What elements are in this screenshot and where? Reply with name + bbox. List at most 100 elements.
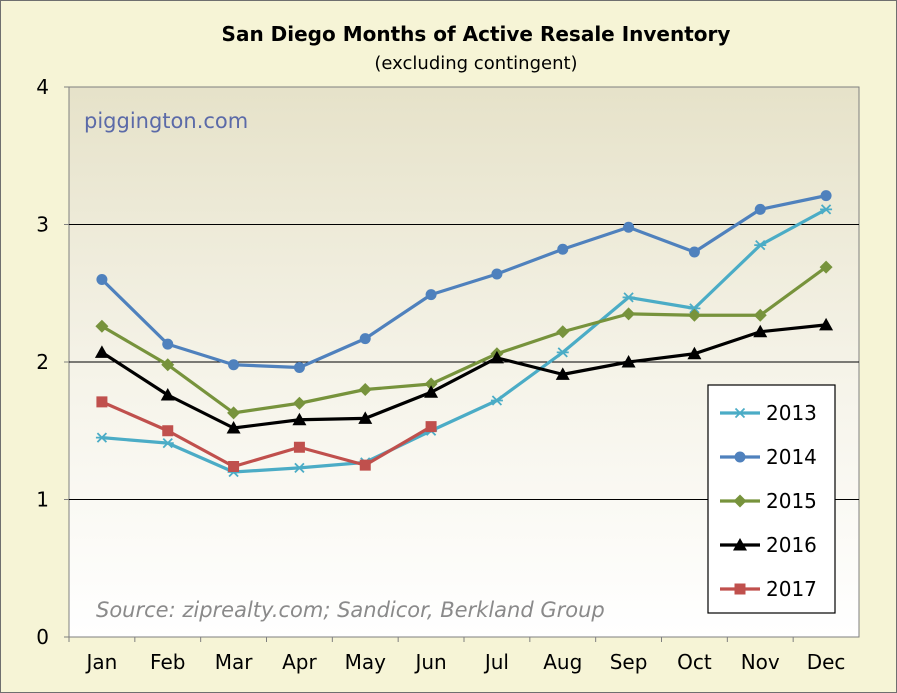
legend-label: 2013 <box>766 401 817 425</box>
data-point <box>819 317 834 331</box>
data-point <box>424 385 439 398</box>
data-point <box>161 358 175 372</box>
x-tick-label: Mar <box>215 650 254 674</box>
data-point <box>688 246 700 258</box>
data-point <box>160 388 175 401</box>
x-tick-label: Jul <box>483 650 509 674</box>
data-point <box>227 406 241 420</box>
data-point <box>162 425 174 437</box>
y-tick-label: 4 <box>36 75 49 99</box>
data-point <box>556 347 569 358</box>
data-point <box>490 395 503 406</box>
x-tick-label: Feb <box>150 650 185 674</box>
data-point <box>424 377 438 391</box>
y-tick-label: 3 <box>36 213 49 237</box>
legend-item: 2017 <box>720 577 817 601</box>
data-point <box>358 411 373 424</box>
data-point <box>292 396 306 410</box>
x-tick-label: Sep <box>610 650 648 674</box>
data-point <box>688 303 701 314</box>
y-tick-label: 1 <box>36 488 49 512</box>
data-point <box>754 239 767 251</box>
series-2016 <box>94 317 834 434</box>
data-point <box>425 421 437 433</box>
data-point <box>623 221 635 233</box>
chart-subtitle: (excluding contingent) <box>374 53 577 74</box>
series-2014 <box>96 190 832 373</box>
series-line <box>100 194 827 370</box>
legend-item: 2016 <box>720 533 817 557</box>
y-tick-label: 0 <box>36 625 49 649</box>
y-tick-label: 2 <box>36 350 49 374</box>
y-axis-ticks: 0 1 2 3 4 <box>36 75 69 649</box>
x-tick-label: Jun <box>413 650 446 674</box>
data-point <box>555 367 570 380</box>
data-point <box>228 359 240 371</box>
data-point <box>96 396 108 408</box>
data-point <box>819 260 833 274</box>
x-tick-label: Nov <box>741 650 780 674</box>
x-tick-label: Oct <box>677 650 712 674</box>
series-line <box>101 265 828 415</box>
data-point <box>556 325 570 339</box>
x-tick-label: Apr <box>282 650 317 674</box>
watermark: piggington.com <box>84 109 248 133</box>
data-point <box>687 346 702 360</box>
legend-item: 2013 <box>720 401 817 425</box>
data-point <box>622 292 635 303</box>
series-2017 <box>96 396 437 472</box>
data-point <box>358 383 372 396</box>
data-point <box>95 432 108 443</box>
legend: 2013 2014 2015 2016 2017 <box>707 384 836 614</box>
legend-item: 2015 <box>720 489 817 513</box>
legend-marker <box>734 583 746 595</box>
series-line <box>101 400 432 469</box>
legend-marker <box>733 538 747 551</box>
data-point <box>293 441 305 453</box>
x-axis-ticks: Jan Feb Mar Apr May Jun Jul Aug Sep Oct Nov Dec <box>68 637 845 674</box>
series <box>94 190 834 478</box>
data-point <box>687 308 701 322</box>
legend-marker <box>733 494 747 508</box>
data-point <box>226 421 241 434</box>
x-tick-label: Jan <box>84 650 117 674</box>
data-point <box>359 459 371 471</box>
data-point <box>228 461 240 472</box>
legend-marker <box>734 407 746 419</box>
data-point <box>293 462 306 474</box>
data-point <box>489 350 504 364</box>
legend-label: 2017 <box>766 577 817 601</box>
data-point <box>95 319 109 333</box>
data-point <box>622 307 636 321</box>
data-point <box>94 345 109 358</box>
data-point <box>557 243 569 255</box>
data-point <box>161 437 174 449</box>
series-line <box>101 323 827 430</box>
data-point <box>820 190 832 202</box>
data-point <box>491 268 503 280</box>
source-note: Source: ziprealty.com; Sandicor, Berklan… <box>96 598 605 622</box>
series-line <box>101 207 827 474</box>
data-point <box>425 289 437 301</box>
legend-box <box>707 384 836 614</box>
x-tick-label: May <box>345 650 387 674</box>
data-point <box>162 338 174 350</box>
data-point <box>293 362 305 373</box>
data-point <box>753 308 767 322</box>
data-point <box>754 203 766 215</box>
legend-item: 2014 <box>720 445 817 469</box>
legend-items: 2013 2014 2015 2016 2017 <box>720 401 817 601</box>
data-point <box>621 355 636 368</box>
data-point <box>359 333 371 345</box>
data-point <box>292 412 307 426</box>
data-point <box>820 204 833 215</box>
data-point <box>753 324 768 338</box>
legend-label: 2014 <box>766 445 817 469</box>
legend-label: 2016 <box>766 533 817 557</box>
legend-label: 2015 <box>766 489 817 513</box>
chart-title: San Diego Months of Active Resale Invent… <box>222 22 731 46</box>
x-tick-label: Aug <box>543 650 582 674</box>
legend-marker <box>734 451 746 463</box>
